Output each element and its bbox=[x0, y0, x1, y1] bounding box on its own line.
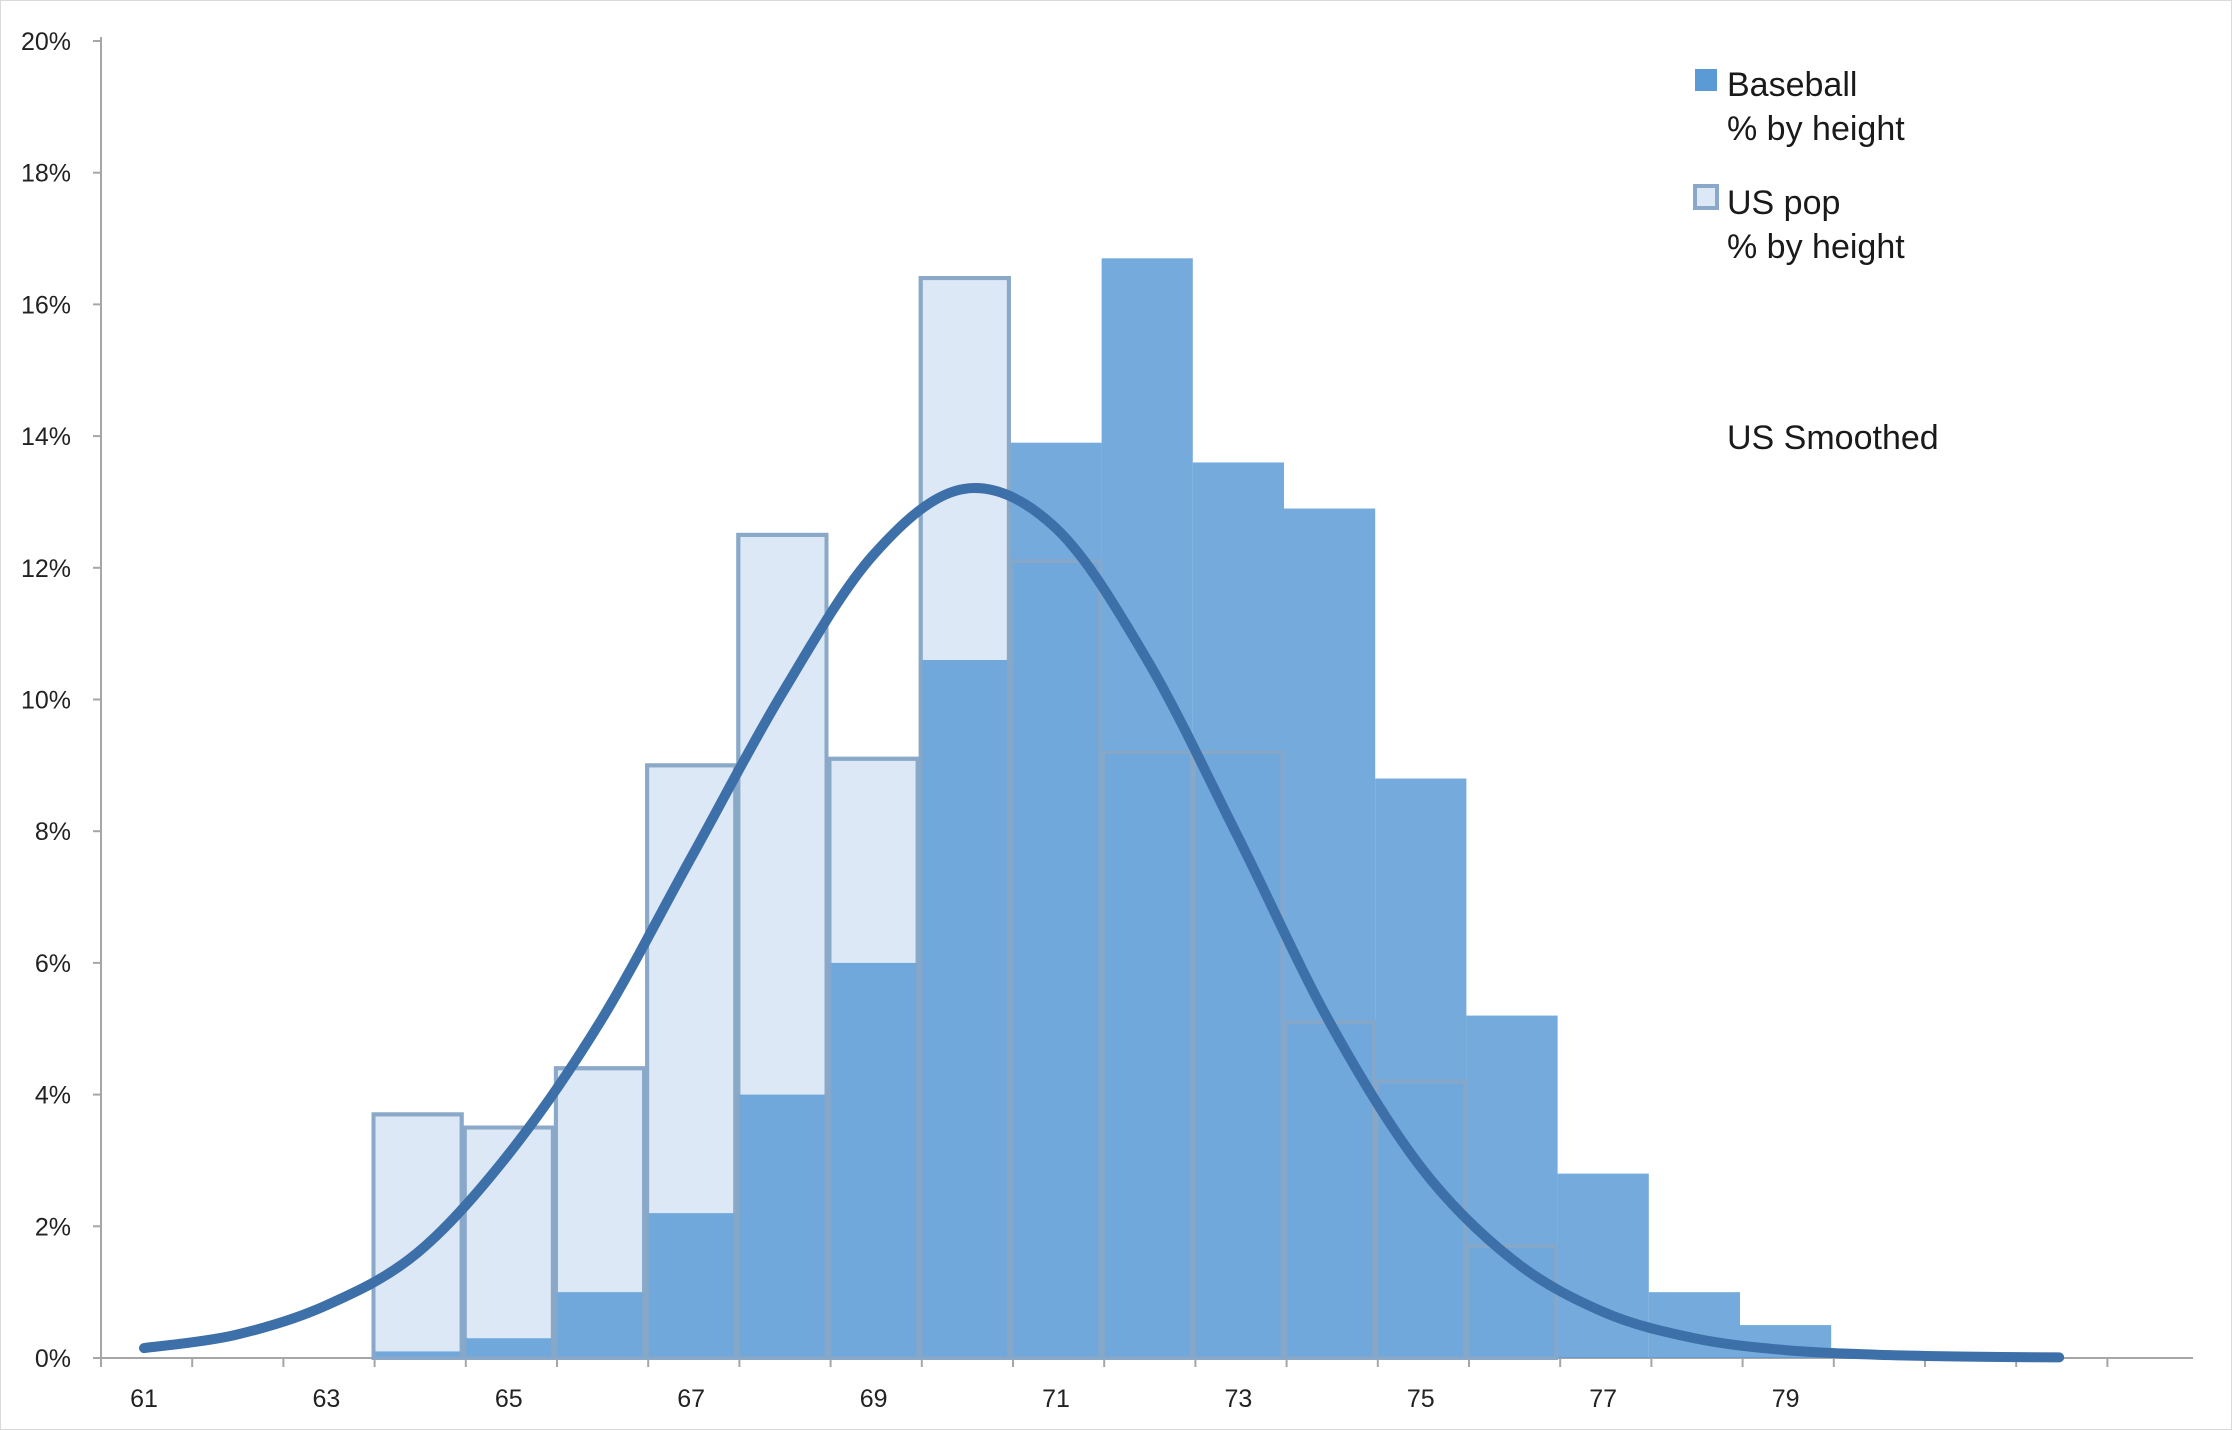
legend-label-baseball: Baseball bbox=[1727, 66, 1857, 104]
us-pop-bar bbox=[462, 1125, 555, 1361]
y-tick-label: 10% bbox=[21, 687, 71, 715]
us-pop-bar-outline bbox=[736, 532, 829, 1360]
y-tick-label: 18% bbox=[21, 160, 71, 188]
legend-swatch-us-pop bbox=[1693, 184, 1719, 210]
legend-label-baseball: % by height bbox=[1727, 110, 1905, 148]
baseball-bar bbox=[645, 1213, 737, 1358]
legend-label-us-smoothed: US Smoothed bbox=[1727, 419, 1939, 457]
us-pop-bar-outline bbox=[1192, 750, 1285, 1360]
legend-label-us-pop: % by height bbox=[1727, 228, 1905, 266]
x-tick-label: 61 bbox=[130, 1385, 158, 1413]
baseball-bar bbox=[463, 1338, 555, 1358]
us-pop-bar-outline bbox=[918, 276, 1011, 1360]
x-tick-label: 73 bbox=[1224, 1385, 1252, 1413]
y-tick-label: 16% bbox=[21, 291, 71, 319]
x-tick-label: 71 bbox=[1042, 1385, 1070, 1413]
legend-label-us-pop: US pop bbox=[1727, 184, 1840, 222]
y-tick-label: 4% bbox=[35, 1082, 71, 1110]
baseball-bar bbox=[1557, 1173, 1649, 1358]
x-tick-label: 77 bbox=[1589, 1385, 1617, 1413]
y-tick-label: 6% bbox=[35, 950, 71, 978]
y-tick-label: 20% bbox=[21, 28, 71, 56]
baseball-bar bbox=[919, 659, 1011, 1358]
baseball-bar bbox=[736, 1094, 828, 1358]
x-tick-label: 79 bbox=[1772, 1385, 1800, 1413]
us-pop-bar-outline bbox=[645, 763, 738, 1360]
us-pop-bar bbox=[371, 1112, 464, 1360]
us-pop-bar-outline bbox=[1465, 1244, 1559, 1361]
legend-swatch-baseball bbox=[1695, 69, 1717, 91]
x-tick-label: 63 bbox=[312, 1385, 340, 1413]
x-tick-label: 67 bbox=[677, 1385, 705, 1413]
x-tick-label: 69 bbox=[860, 1385, 888, 1413]
baseball-bar bbox=[1010, 442, 1102, 1358]
baseball-bar bbox=[554, 1292, 646, 1358]
y-tick-label: 8% bbox=[35, 818, 71, 846]
baseball-bar bbox=[1101, 258, 1193, 1359]
us-smoothed-curve bbox=[139, 483, 2065, 1363]
baseball-bar bbox=[1375, 778, 1467, 1358]
baseball-bar bbox=[372, 1351, 464, 1358]
legend: Baseball % by height US pop % by height US S… bbox=[1693, 66, 1939, 457]
us-pop-bar-outline bbox=[462, 1125, 555, 1361]
us-smoothed-curve-group bbox=[139, 483, 2065, 1363]
baseball-bar bbox=[1466, 1015, 1558, 1358]
us-pop-bar-outline bbox=[1101, 750, 1194, 1360]
us-pop-bar-outline bbox=[371, 1112, 464, 1360]
x-tick-label: 65 bbox=[495, 1385, 523, 1413]
baseball-bar bbox=[1284, 508, 1376, 1358]
y-tick-label: 14% bbox=[21, 423, 71, 451]
us-pop-bar-outline bbox=[827, 756, 920, 1360]
x-tick-label: 75 bbox=[1407, 1385, 1435, 1413]
us-pop-bar-outline bbox=[1009, 559, 1103, 1360]
y-tick-label: 2% bbox=[35, 1213, 71, 1241]
tick-labels: 0% 2% 4% 6% 8% 10% 12% 14% 16% 18% 20% 61 63 65 67 69 71… bbox=[21, 28, 1800, 1413]
y-tick-label: 0% bbox=[35, 1345, 71, 1373]
baseball-bars bbox=[371, 258, 1923, 1361]
y-tick-label: 12% bbox=[21, 555, 71, 583]
us-pop-bar-outline bbox=[553, 1066, 647, 1360]
baseball-bar bbox=[828, 962, 920, 1358]
